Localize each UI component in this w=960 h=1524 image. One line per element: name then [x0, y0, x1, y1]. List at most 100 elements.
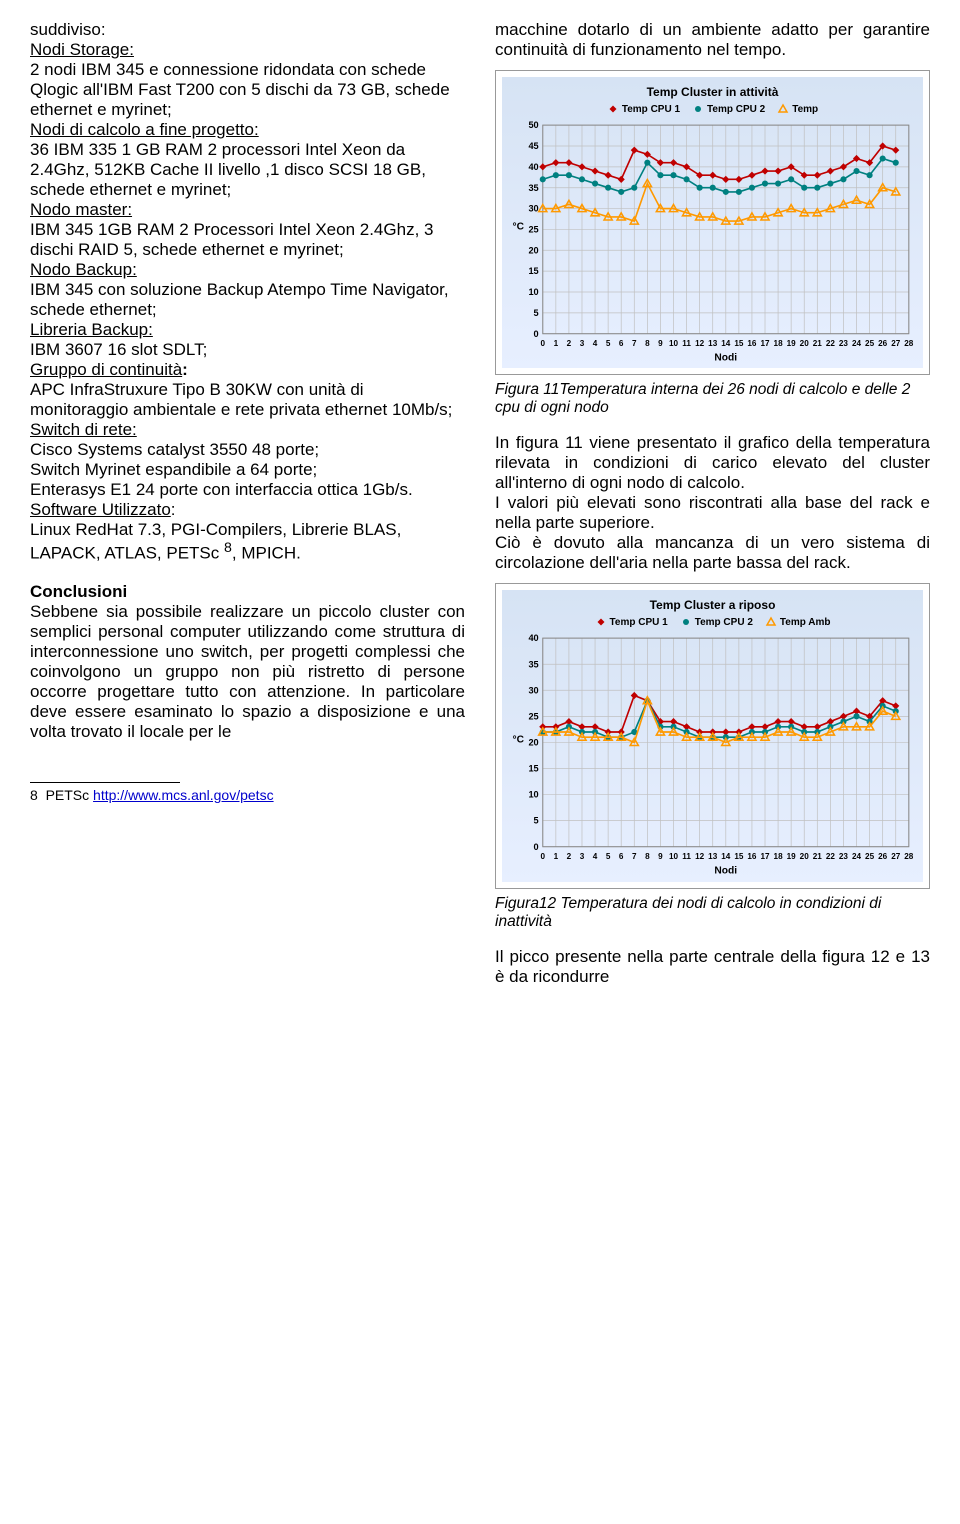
svg-text:17: 17	[760, 852, 770, 861]
svg-text:Nodi: Nodi	[714, 352, 737, 363]
svg-text:15: 15	[528, 764, 538, 774]
svg-text:2: 2	[567, 852, 572, 861]
svg-text:28: 28	[904, 339, 914, 348]
right-body3: Ciò è dovuto alla mancanza di un vero si…	[495, 533, 930, 573]
svg-text:4: 4	[593, 339, 598, 348]
right-column: macchine dotarlo di un ambiente adatto p…	[495, 20, 930, 987]
svg-text:0: 0	[534, 329, 539, 339]
svg-text:16: 16	[747, 852, 757, 861]
svg-text:20: 20	[800, 852, 810, 861]
svg-text:23: 23	[839, 852, 849, 861]
svg-text:12: 12	[695, 339, 705, 348]
master-body: IBM 345 1GB RAM 2 Processori Intel Xeon …	[30, 220, 465, 260]
svg-text:0: 0	[534, 842, 539, 852]
svg-text:5: 5	[606, 852, 611, 861]
lib-body: IBM 3607 16 slot SDLT;	[30, 340, 465, 360]
right-intro: macchine dotarlo di un ambiente adatto p…	[495, 20, 930, 60]
conclusion-body: Sebbene sia possibile realizzare un picc…	[30, 602, 465, 742]
backup-heading: Nodo Backup:	[30, 260, 137, 279]
svg-text:35: 35	[528, 660, 538, 670]
svg-text:21: 21	[813, 852, 823, 861]
svg-text:20: 20	[800, 339, 810, 348]
svg-text:9: 9	[658, 852, 663, 861]
svg-text:20: 20	[528, 738, 538, 748]
svg-text:10: 10	[528, 287, 538, 297]
master-heading: Nodo master:	[30, 200, 132, 219]
svg-text:15: 15	[528, 266, 538, 276]
soft-heading: Software Utilizzato	[30, 500, 171, 519]
svg-text:40: 40	[528, 634, 538, 644]
svg-text:11: 11	[682, 339, 691, 348]
svg-text:6: 6	[619, 339, 624, 348]
footnote-link[interactable]: http://www.mcs.anl.gov/petsc	[93, 787, 274, 803]
sw-body3: Enterasys E1 24 porte con interfaccia ot…	[30, 480, 465, 500]
svg-text:27: 27	[891, 852, 901, 861]
grp-body: APC InfraStruxure Tipo B 30KW con unità …	[30, 380, 465, 420]
footnote: 8 PETSc http://www.mcs.anl.gov/petsc	[30, 783, 465, 803]
svg-text:13: 13	[708, 852, 718, 861]
storage-body: 2 nodi IBM 345 e connessione ridondata c…	[30, 60, 465, 120]
svg-text:8: 8	[645, 852, 650, 861]
svg-text:15: 15	[734, 852, 744, 861]
right-body2: I valori più elevati sono riscontrati al…	[495, 493, 930, 533]
svg-text:6: 6	[619, 852, 624, 861]
svg-text:16: 16	[747, 339, 757, 348]
svg-text:11: 11	[682, 852, 691, 861]
soft-body: Linux RedHat 7.3, PGI-Compilers, Libreri…	[30, 520, 465, 564]
svg-text:3: 3	[580, 852, 585, 861]
svg-text:19: 19	[787, 852, 797, 861]
svg-text:1: 1	[554, 852, 559, 861]
svg-text:35: 35	[528, 183, 538, 193]
svg-text:30: 30	[528, 686, 538, 696]
svg-text:20: 20	[528, 245, 538, 255]
svg-text:10: 10	[669, 339, 679, 348]
svg-text:4: 4	[593, 852, 598, 861]
conclusion-heading: Conclusioni	[30, 582, 127, 601]
svg-text:1: 1	[554, 339, 559, 348]
svg-text:18: 18	[774, 852, 784, 861]
svg-text:24: 24	[852, 339, 862, 348]
sw-body2: Switch Myrinet espandibile a 64 porte;	[30, 460, 465, 480]
svg-text:30: 30	[528, 204, 538, 214]
svg-text:15: 15	[734, 339, 744, 348]
svg-text:25: 25	[528, 224, 538, 234]
calc-body: 36 IBM 335 1 GB RAM 2 processori Intel X…	[30, 140, 465, 200]
grp-heading: Gruppo di continuità	[30, 360, 182, 379]
sw-heading: Switch di rete:	[30, 420, 137, 439]
svg-text:8: 8	[645, 339, 650, 348]
svg-text:10: 10	[669, 852, 679, 861]
svg-text:18: 18	[774, 339, 784, 348]
chart-2: Temp Cluster a riposoTemp CPU 1Temp CPU …	[495, 583, 930, 888]
svg-text:°C: °C	[512, 221, 524, 232]
svg-text:25: 25	[865, 852, 875, 861]
svg-text:7: 7	[632, 852, 637, 861]
svg-text:12: 12	[695, 852, 705, 861]
right-body1: In figura 11 viene presentato il grafico…	[495, 433, 930, 493]
sw-body1: Cisco Systems catalyst 3550 48 porte;	[30, 440, 465, 460]
caption-2: Figura12 Temperatura dei nodi di calcolo…	[495, 895, 930, 931]
svg-text:19: 19	[787, 339, 797, 348]
svg-text:24: 24	[852, 852, 862, 861]
svg-text:25: 25	[528, 712, 538, 722]
svg-text:23: 23	[839, 339, 849, 348]
svg-text:27: 27	[891, 339, 901, 348]
lib-heading: Libreria Backup:	[30, 320, 153, 339]
svg-text:°C: °C	[512, 735, 524, 746]
svg-text:28: 28	[904, 852, 914, 861]
svg-text:0: 0	[540, 852, 545, 861]
chart-1: Temp Cluster in attivitàTemp CPU 1Temp C…	[495, 70, 930, 375]
svg-text:45: 45	[528, 141, 538, 151]
svg-text:14: 14	[721, 339, 731, 348]
svg-text:26: 26	[878, 339, 888, 348]
svg-text:40: 40	[528, 162, 538, 172]
backup-body: IBM 345 con soluzione Backup Atempo Time…	[30, 280, 465, 320]
svg-text:3: 3	[580, 339, 585, 348]
svg-text:25: 25	[865, 339, 875, 348]
svg-text:5: 5	[534, 308, 539, 318]
svg-text:26: 26	[878, 852, 888, 861]
svg-text:14: 14	[721, 852, 731, 861]
svg-text:22: 22	[826, 339, 836, 348]
svg-text:0: 0	[540, 339, 545, 348]
trail-text: Il picco presente nella parte centrale d…	[495, 947, 930, 987]
svg-text:Nodi: Nodi	[714, 866, 737, 877]
